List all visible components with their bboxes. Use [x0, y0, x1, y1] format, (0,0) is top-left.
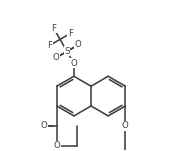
Text: F: F: [47, 41, 52, 50]
Text: F: F: [68, 29, 73, 38]
Text: F: F: [51, 24, 56, 33]
Text: O: O: [71, 59, 77, 68]
Text: O: O: [75, 40, 81, 49]
Text: O: O: [41, 121, 47, 130]
Text: O: O: [122, 121, 129, 130]
Text: O: O: [53, 141, 60, 150]
Text: O: O: [52, 53, 59, 62]
Text: S: S: [64, 47, 70, 56]
